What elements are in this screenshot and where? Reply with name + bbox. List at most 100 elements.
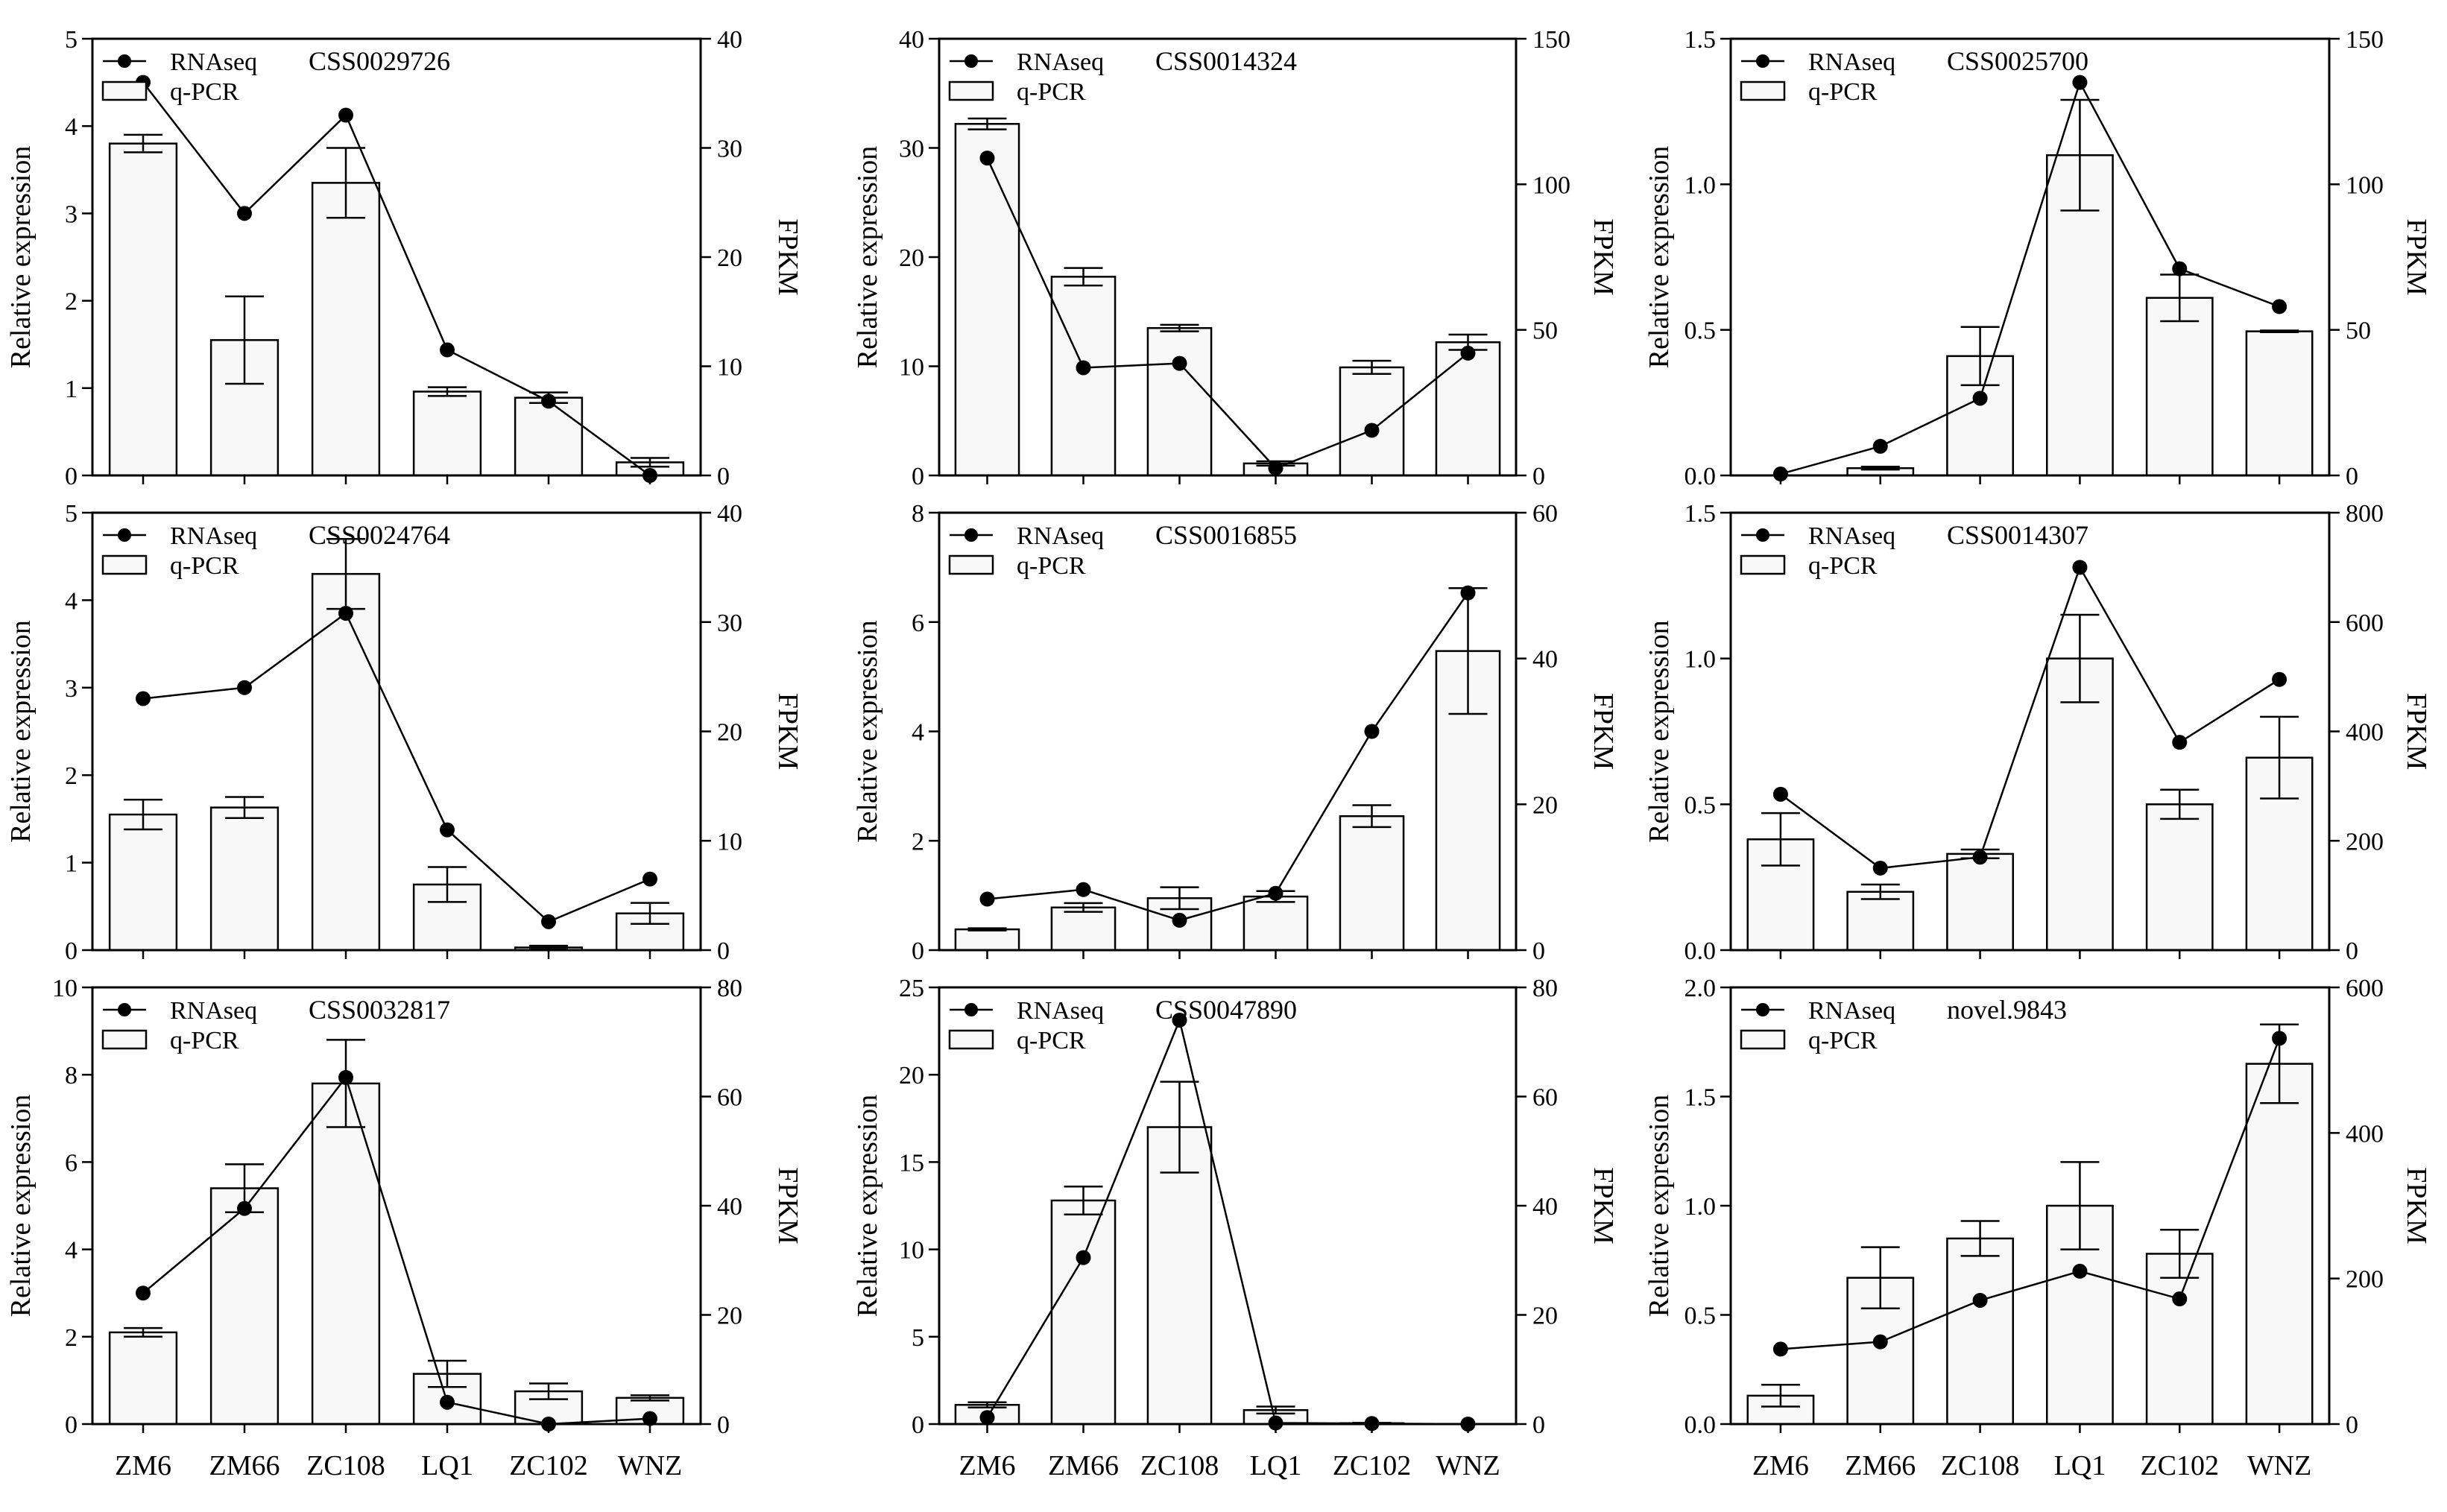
- right-tick-label: 0: [717, 1411, 730, 1439]
- right-axis-label: FPKM: [1588, 693, 1619, 771]
- left-tick-label: 10: [899, 354, 924, 382]
- rnaseq-line: [1780, 80, 2280, 475]
- left-tick-label: 1.0: [1685, 1193, 1717, 1221]
- x-tick-label: ZC102: [1333, 1450, 1412, 1481]
- right-tick-label: 100: [1532, 171, 1570, 199]
- left-tick-label: 20: [899, 244, 924, 272]
- legend-marker: [1756, 528, 1769, 542]
- rnaseq-line: [1780, 565, 2280, 870]
- rnaseq-line: [1780, 1037, 2281, 1350]
- rnaseq-point: [1972, 850, 1988, 865]
- rnaseq-point: [1076, 882, 1091, 897]
- legend-rnaseq: RNAseq: [1017, 48, 1104, 76]
- rnaseq-point: [1872, 1334, 1888, 1350]
- qpcr-bar: [1146, 1126, 1213, 1426]
- right-axis-label: FPKM: [772, 693, 803, 771]
- legend-marker: [964, 528, 978, 542]
- rnaseq-point: [338, 1069, 353, 1085]
- rnaseq-point: [237, 206, 252, 221]
- rnaseq-point: [1268, 885, 1284, 901]
- x-tick-label: ZM66: [209, 1450, 280, 1481]
- qpcr-bar: [954, 123, 1020, 477]
- qpcr-bar: [2145, 1253, 2214, 1426]
- x-tick-label: ZM66: [1845, 1450, 1916, 1481]
- right-tick-label: 600: [2346, 610, 2384, 637]
- left-tick-label: 3: [65, 675, 78, 703]
- left-tick-label: 8: [912, 500, 924, 528]
- right-tick-label: 0: [1532, 1411, 1545, 1439]
- left-tick-label: 0: [65, 463, 78, 490]
- rnaseq-point: [440, 1394, 455, 1410]
- legend-bar-swatch: [948, 1029, 994, 1050]
- rnaseq-point: [979, 151, 995, 166]
- left-tick-label: 4: [65, 1237, 78, 1265]
- rnaseq-point: [2072, 560, 2088, 575]
- legend-marker: [964, 54, 978, 68]
- right-axis-label: FPKM: [2401, 218, 2432, 296]
- qpcr-bar: [1946, 1237, 2014, 1426]
- left-tick-label: 1.0: [1685, 646, 1717, 674]
- left-tick-label: 0.5: [1685, 317, 1717, 345]
- right-axis-label: FPKM: [2401, 693, 2432, 771]
- right-tick-label: 600: [2346, 975, 2384, 1002]
- right-tick-label: 40: [717, 26, 742, 54]
- right-tick-label: 200: [2346, 1266, 2384, 1294]
- rnaseq-point: [1076, 360, 1091, 376]
- right-tick-label: 0: [1532, 463, 1545, 490]
- rnaseq-point: [2172, 1291, 2188, 1307]
- x-tick-label: LQ1: [2054, 1450, 2106, 1481]
- left-tick-label: 2: [65, 762, 78, 790]
- legend-rnaseq: RNAseq: [170, 522, 257, 550]
- rnaseq-point: [237, 1201, 252, 1216]
- legend-qpcr: q-PCR: [1017, 78, 1086, 106]
- legend-rnaseq: RNAseq: [1808, 48, 1895, 76]
- qpcr-bar: [209, 806, 280, 952]
- legend-bar-swatch: [1740, 80, 1786, 101]
- right-tick-label: 0: [2346, 937, 2358, 965]
- rnaseq-point: [440, 342, 455, 358]
- rnaseq-point: [541, 914, 556, 929]
- legend-rnaseq: RNAseq: [1017, 997, 1104, 1025]
- legend-qpcr: q-PCR: [1808, 78, 1878, 106]
- x-tick-label: LQ1: [421, 1450, 473, 1481]
- legend-qpcr: q-PCR: [1808, 552, 1878, 580]
- left-tick-label: 4: [65, 113, 78, 141]
- right-tick-label: 0: [1532, 937, 1545, 965]
- legend-rnaseq: RNAseq: [1017, 522, 1104, 550]
- qpcr-bar: [1435, 341, 1501, 477]
- rnaseq-line: [987, 592, 1469, 922]
- qpcr-bar: [311, 182, 381, 477]
- left-tick-label: 0: [912, 1411, 924, 1439]
- left-tick-label: 30: [899, 136, 924, 163]
- qpcr-bar: [108, 1331, 178, 1426]
- left-axis-label: Relative expression: [5, 146, 37, 369]
- gene-title: novel.9843: [1947, 995, 2067, 1025]
- rnaseq-point: [1172, 1012, 1187, 1028]
- legend-bar-swatch: [948, 80, 994, 101]
- qpcr-bar: [1846, 891, 1915, 952]
- right-tick-label: 80: [717, 975, 742, 1002]
- rnaseq-line: [142, 81, 651, 477]
- rnaseq-point: [2072, 75, 2088, 90]
- right-tick-label: 60: [1532, 500, 1558, 528]
- rnaseq-line: [142, 612, 651, 923]
- legend-marker: [1756, 1003, 1769, 1016]
- legend-rnaseq: RNAseq: [170, 48, 257, 76]
- legend-bar-swatch: [101, 80, 148, 101]
- rnaseq-point: [338, 606, 353, 621]
- right-tick-label: 60: [1532, 1084, 1558, 1112]
- rnaseq-point: [2172, 735, 2188, 750]
- gene-title: CSS0029726: [309, 46, 450, 76]
- left-tick-label: 10: [52, 975, 78, 1002]
- right-tick-label: 80: [1532, 975, 1558, 1002]
- left-axis-label: Relative expression: [5, 1095, 37, 1318]
- rnaseq-point: [1076, 1250, 1091, 1265]
- chart-panel-5: 0 2 4 6 8 0 20 40 60 Relative expression FPKM RNAse…: [852, 500, 1619, 965]
- left-tick-label: 4: [912, 719, 924, 747]
- legend-marker: [118, 1003, 131, 1016]
- left-tick-label: 0.0: [1685, 937, 1717, 965]
- rnaseq-point: [440, 822, 455, 838]
- rnaseq-point: [2072, 1263, 2088, 1279]
- left-axis-label: Relative expression: [5, 620, 37, 843]
- legend-bar-swatch: [101, 1029, 148, 1050]
